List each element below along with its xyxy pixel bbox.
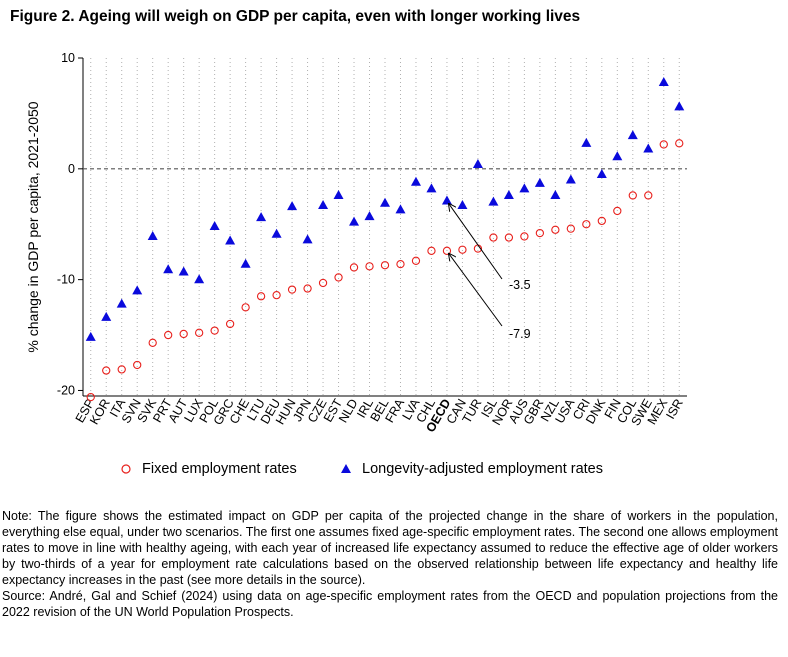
point-longevity-esp — [85, 331, 96, 341]
circle-marker-icon — [121, 464, 131, 474]
point-fixed-est — [334, 273, 343, 282]
point-fixed-usa — [566, 224, 575, 233]
point-longevity-jpn — [302, 234, 313, 244]
point-fixed-dnk — [597, 216, 606, 226]
point-fixed-pol — [210, 326, 219, 335]
annotation-arrow — [449, 254, 503, 327]
point-longevity-dnk — [596, 168, 607, 178]
point-fixed-deu — [272, 291, 281, 300]
x-tick-label: ISR — [663, 397, 686, 422]
point-fixed-swe — [644, 191, 653, 200]
legend-label-fixed: Fixed employment rates — [142, 461, 297, 477]
point-longevity-chl — [426, 183, 437, 193]
point-longevity-fin — [612, 151, 623, 161]
point-longevity-mex — [658, 76, 669, 86]
point-longevity-nzl — [550, 190, 561, 200]
point-longevity-lux — [194, 274, 205, 284]
point-fixed-lux — [195, 328, 204, 337]
point-longevity-hun — [287, 201, 298, 211]
point-fixed-bel — [380, 261, 390, 270]
annotation-label: -7.9 — [509, 327, 531, 341]
point-fixed-nor — [504, 233, 514, 242]
point-fixed-fin — [613, 206, 622, 216]
point-fixed-hun — [287, 285, 297, 294]
point-fixed-aus — [520, 232, 529, 241]
legend-item-longevity: Longevity-adjusted employment rates — [340, 461, 603, 477]
y-axis-label: % change in GDP per capita, 2021-2050 — [25, 101, 41, 352]
point-longevity-cze — [318, 199, 329, 209]
point-fixed-isr — [675, 139, 684, 148]
point-fixed-chl — [427, 246, 436, 255]
point-fixed-che — [241, 303, 250, 312]
point-fixed-grc — [225, 319, 235, 329]
annotation-label: -3.5 — [509, 278, 531, 292]
scatter-chart: -20 -10 0 10 % change in GDP per capita, 20… — [25, 51, 687, 435]
point-fixed-nzl — [551, 225, 560, 234]
point-longevity-est — [333, 190, 344, 200]
point-fixed-lva — [411, 256, 421, 265]
point-longevity-swe — [643, 143, 654, 153]
point-longevity-pol — [209, 221, 220, 231]
y-tick-label: -10 — [57, 273, 75, 287]
point-longevity-lva — [410, 176, 421, 186]
legend-item-fixed: Fixed employment rates — [120, 461, 297, 477]
point-longevity-aut — [178, 266, 189, 276]
point-fixed-jpn — [303, 284, 312, 293]
legend: Fixed employment rates Longevity-adjuste… — [0, 461, 788, 481]
figure-note: Note: The figure shows the estimated imp… — [2, 509, 778, 587]
point-longevity-oecd — [441, 195, 452, 205]
point-fixed-ita — [117, 365, 126, 374]
point-fixed-esp — [86, 392, 95, 402]
point-longevity-svn — [132, 285, 143, 295]
point-longevity-isl — [488, 196, 499, 206]
figure-source: Source: André, Gal and Schief (2024) usi… — [2, 589, 778, 619]
point-longevity-ltu — [256, 212, 267, 222]
point-longevity-irl — [364, 211, 375, 221]
point-longevity-col — [627, 130, 638, 140]
point-longevity-usa — [565, 174, 576, 184]
y-tick-label: 10 — [61, 51, 75, 65]
point-longevity-bel — [380, 197, 390, 207]
point-longevity-grc — [225, 235, 236, 245]
point-fixed-col — [628, 191, 637, 200]
point-longevity-tur — [472, 158, 483, 168]
point-longevity-cri — [581, 137, 592, 147]
triangle-marker-icon — [341, 464, 351, 473]
point-fixed-nld — [349, 263, 359, 272]
y-tick-label: -20 — [57, 383, 75, 397]
point-longevity-ita — [116, 298, 127, 308]
point-fixed-isl — [489, 233, 498, 242]
y-tick-label: 0 — [68, 162, 75, 176]
point-fixed-prt — [164, 330, 173, 340]
point-longevity-isr — [674, 101, 685, 111]
point-longevity-gbr — [534, 177, 545, 187]
point-fixed-oecd — [442, 246, 452, 255]
figure-title: Figure 2. Ageing will weigh on GDP per c… — [10, 8, 581, 25]
point-longevity-nld — [349, 216, 360, 226]
point-fixed-can — [458, 245, 467, 254]
notes-section: Note: The figure shows the estimated imp… — [2, 508, 778, 620]
point-fixed-irl — [365, 262, 374, 271]
point-fixed-mex — [659, 140, 668, 149]
point-fixed-gbr — [535, 228, 545, 238]
point-longevity-prt — [163, 264, 174, 274]
point-fixed-svk — [148, 338, 157, 347]
point-fixed-aut — [179, 329, 188, 339]
point-fixed-kor — [102, 366, 111, 375]
point-longevity-deu — [271, 228, 282, 238]
point-longevity-svk — [147, 231, 158, 241]
point-longevity-fra — [395, 204, 406, 214]
point-fixed-cri — [582, 220, 591, 229]
point-fixed-svn — [133, 360, 142, 370]
point-longevity-nor — [503, 190, 514, 200]
point-longevity-aus — [519, 183, 530, 193]
point-fixed-cze — [318, 278, 328, 288]
annotation-arrow — [449, 204, 503, 280]
point-longevity-kor — [101, 311, 112, 321]
legend-label-longevity: Longevity-adjusted employment rates — [362, 461, 603, 477]
point-longevity-che — [240, 258, 251, 268]
point-fixed-ltu — [256, 292, 266, 301]
point-fixed-fra — [396, 259, 405, 269]
point-longevity-can — [457, 199, 468, 209]
